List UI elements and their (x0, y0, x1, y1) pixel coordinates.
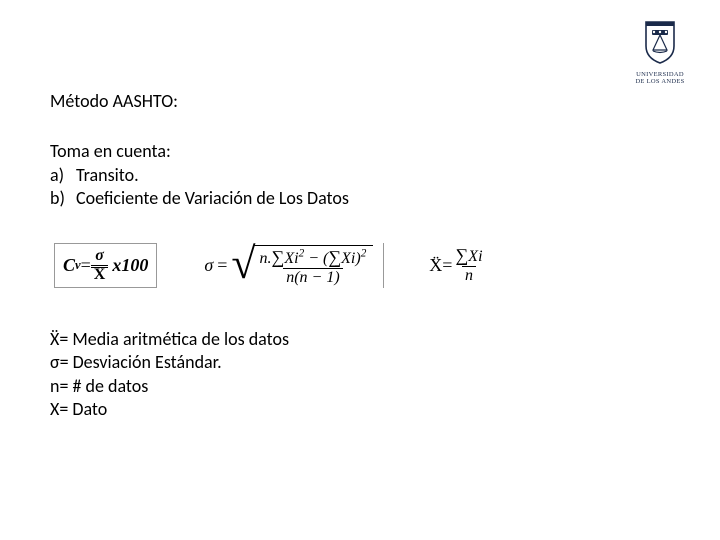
logo-text-line2: DE LOS ANDES (630, 78, 690, 85)
fraction-denominator: n (462, 266, 476, 284)
definition-line: σ= Desviación Estándar. (50, 351, 670, 374)
radicand: n.∑Xi2 − (∑Xi)2 n(n − 1) (253, 245, 374, 286)
cv-tail: x100 (112, 255, 148, 276)
formula-xbar: Ẍ = ∑Xi n (429, 246, 485, 284)
fraction-numerator: ∑Xi (452, 246, 485, 266)
definition-line: n= # de datos (50, 375, 670, 398)
definition-line: Ẍ= Media aritmética de los datos (50, 328, 670, 351)
university-logo: UNIVERSIDAD DE LOS ANDES (630, 20, 690, 85)
equals-sign: = (217, 255, 227, 276)
section-title: Método AASHTO: (50, 90, 670, 112)
equals-sign: = (81, 255, 91, 276)
intro-text: Toma en cuenta: (50, 140, 670, 162)
definition-symbol: Ẍ (50, 328, 59, 350)
fraction-numerator: σ (92, 248, 107, 265)
definition-line: X= Dato (50, 398, 670, 421)
formula-sigma: σ = √ n.∑Xi2 − (∑Xi)2 n(n − 1) (202, 243, 384, 288)
fraction-numerator: n.∑Xi2 − (∑Xi)2 (257, 248, 370, 268)
formula-row: Cv = σ X x100 σ = √ n.∑Xi2 − (∑Xi)2 n(n … (54, 243, 670, 288)
definitions: Ẍ= Media aritmética de los datos σ= Desv… (50, 328, 670, 422)
fraction: σ X (91, 248, 109, 283)
document-content: Método AASHTO: Toma en cuenta: a) Transi… (0, 0, 720, 421)
definition-text: = Media aritmética de los datos (59, 328, 289, 350)
square-root: √ n.∑Xi2 − (∑Xi)2 n(n − 1) (231, 245, 373, 286)
list-marker: a) (50, 164, 76, 187)
list-text: Transito. (76, 164, 139, 187)
sigma-symbol: σ (204, 255, 213, 276)
fraction-denominator: X (91, 265, 109, 283)
shield-icon (640, 20, 680, 64)
cv-symbol: C (63, 255, 75, 276)
list-item: a) Transito. (50, 164, 670, 187)
list-text: Coeficiente de Variación de Los Datos (76, 187, 349, 210)
logo-text-line1: UNIVERSIDAD (630, 71, 690, 78)
fraction-denominator: n(n − 1) (283, 268, 342, 286)
fraction: n.∑Xi2 − (∑Xi)2 n(n − 1) (257, 248, 370, 286)
equals-sign: = (442, 255, 452, 276)
list-marker: b) (50, 187, 76, 210)
xbar-symbol: Ẍ (429, 255, 442, 276)
enumerated-list: a) Transito. b) Coeficiente de Variación… (50, 164, 670, 211)
fraction: ∑Xi n (452, 246, 485, 284)
formula-cv: Cv = σ X x100 (54, 243, 157, 288)
list-item: b) Coeficiente de Variación de Los Datos (50, 187, 670, 210)
